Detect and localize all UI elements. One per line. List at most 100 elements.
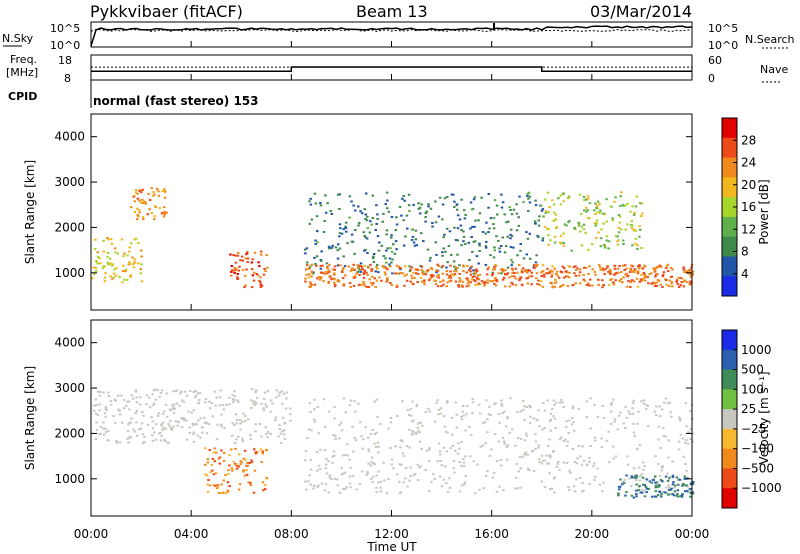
echo-cell	[637, 267, 641, 270]
echo-cell	[661, 465, 664, 468]
echo-cell	[565, 444, 569, 447]
echo-cell	[664, 435, 667, 438]
echo-cell	[122, 255, 125, 258]
echo-cell	[372, 255, 375, 258]
colorbar-segment	[722, 448, 737, 469]
echo-cell	[339, 227, 342, 230]
echo-cell	[139, 201, 143, 204]
echo-cell	[448, 477, 451, 480]
colorbar-segment	[722, 468, 737, 489]
echo-cell	[622, 422, 625, 425]
echo-cell	[410, 266, 414, 269]
echo-cell	[107, 263, 110, 266]
echo-cell	[124, 268, 128, 271]
echo-cell	[172, 406, 176, 409]
echo-cell	[498, 250, 502, 253]
echo-cell	[217, 492, 221, 494]
echo-cell	[412, 419, 415, 422]
echo-cell	[244, 284, 247, 287]
echo-cell	[265, 448, 268, 451]
echo-cell	[672, 494, 676, 497]
echo-cell	[514, 444, 517, 447]
echo-cell	[258, 265, 261, 268]
echo-cell	[99, 390, 102, 393]
echo-cell	[455, 203, 459, 206]
echo-cell	[242, 470, 245, 473]
echo-cell	[461, 405, 465, 407]
echo-cell	[444, 250, 447, 253]
echo-cell	[349, 285, 352, 288]
echo-cell	[446, 431, 449, 434]
echo-cell	[164, 427, 168, 430]
echo-cell	[610, 402, 614, 404]
echo-cell	[310, 271, 314, 274]
echo-cell	[462, 461, 466, 464]
colorbar-segment	[722, 488, 737, 509]
echo-cell	[439, 407, 443, 410]
echo-cell	[628, 477, 631, 480]
echo-cell	[575, 478, 578, 481]
echo-cell	[450, 193, 454, 196]
echo-cell	[560, 271, 564, 274]
colorbar-tick-label: 100	[741, 382, 764, 396]
echo-cell	[98, 432, 101, 435]
echo-cell	[636, 270, 639, 273]
echo-cell	[136, 197, 140, 200]
echo-cell	[238, 265, 241, 268]
echo-cell	[175, 402, 179, 405]
echo-cell	[430, 276, 433, 279]
echo-cell	[213, 447, 216, 450]
echo-cell	[633, 435, 637, 438]
echo-cell	[304, 480, 307, 483]
echo-cell	[483, 284, 486, 287]
echo-cell	[214, 472, 218, 475]
echo-cell	[497, 413, 501, 416]
echo-cell	[539, 280, 543, 283]
echo-cell	[522, 400, 525, 403]
echo-cell	[559, 203, 563, 206]
power-ylabel: Slant Range [km]	[23, 160, 37, 264]
echo-cell	[562, 440, 565, 443]
echo-cell	[244, 274, 247, 277]
echo-cell	[585, 463, 589, 466]
echo-cell	[198, 399, 201, 401]
echo-cell	[551, 270, 554, 273]
echo-cell	[436, 399, 439, 402]
echo-cell	[636, 422, 639, 425]
echo-cell	[458, 272, 461, 275]
echo-cell	[567, 265, 571, 268]
echo-cell	[542, 273, 546, 276]
echo-cell	[511, 283, 514, 286]
beam-title: Beam 13	[356, 2, 428, 21]
echo-cell	[264, 270, 267, 273]
echo-cell	[658, 405, 661, 408]
echo-cell	[204, 401, 207, 404]
echo-cell	[242, 412, 245, 415]
echo-cell	[454, 280, 458, 283]
echo-cell	[370, 456, 374, 459]
echo-cell	[481, 231, 485, 233]
echo-cell	[309, 459, 313, 461]
echo-cell	[585, 198, 588, 201]
echo-cell	[484, 246, 488, 249]
echo-cell	[601, 286, 604, 289]
echo-cell	[639, 278, 643, 281]
echo-cell	[545, 454, 548, 457]
echo-cell	[596, 204, 599, 207]
echo-cell	[498, 485, 501, 488]
echo-cell	[420, 203, 423, 206]
echo-cell	[584, 206, 588, 209]
echo-cell	[419, 421, 423, 424]
echo-cell	[192, 391, 196, 393]
echo-cell	[575, 268, 578, 271]
echo-cell	[671, 493, 674, 496]
echo-cell	[449, 270, 452, 273]
echo-cell	[635, 476, 638, 478]
echo-cell	[631, 265, 635, 268]
echo-cell	[658, 264, 661, 267]
echo-cell	[425, 270, 428, 273]
echo-cell	[632, 213, 636, 216]
echo-cell	[610, 278, 613, 281]
echo-cell	[516, 487, 519, 490]
echo-cell	[180, 426, 184, 429]
